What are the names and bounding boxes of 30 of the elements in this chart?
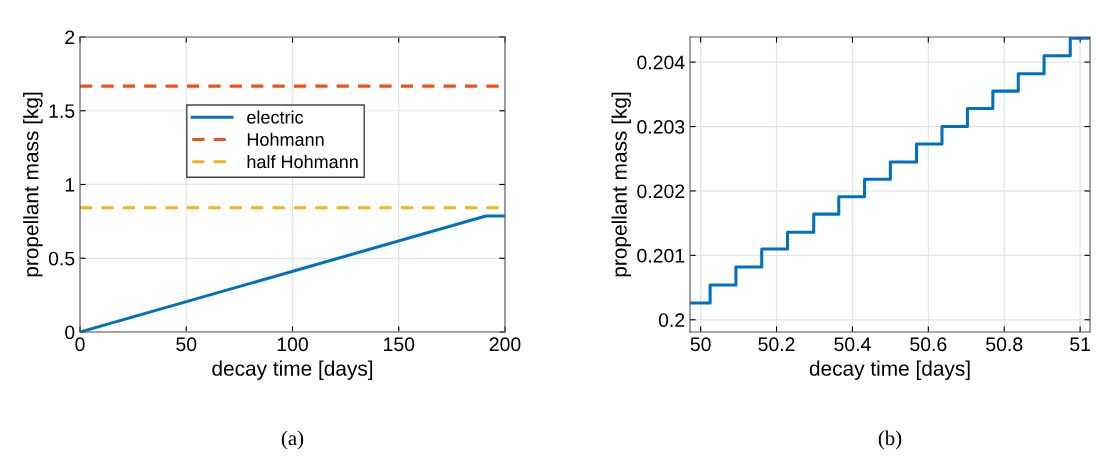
x-tick-label: 50.6 [910,337,947,352]
legend-label: Hohmann [247,132,324,146]
x-tick-label: 100 [277,337,308,352]
x-tick-label: 50.8 [986,337,1023,352]
x-tick-label: 50 [690,337,711,352]
x-tick-label: 51 [1070,337,1090,352]
text: (a) [281,430,304,450]
y-tick-label: 1.5 [49,104,75,118]
x-tick-label: 50 [176,337,197,352]
x-axis-title: decay time [days] [809,360,970,380]
y-tick-label: 0.5 [48,251,75,266]
y-tick-label: 0.201 [637,248,685,263]
y-tick-label: 0.203 [637,120,685,134]
text: (b) [878,430,902,450]
y-tick-label: 0.204 [637,55,685,70]
y-axis-title: propellant mass [kg] [23,92,43,277]
x-tick-label: 150 [384,337,415,352]
x-tick-label: 50.2 [758,337,795,352]
legend-label: half Hohmann [247,154,358,169]
y-tick-label: 1 [65,178,75,192]
y-tick-label: 0 [65,325,75,340]
x-tick-label: 0 [75,337,85,352]
x-tick-label: 200 [489,337,521,352]
y-axis-title: propellant mass [kg] [611,92,631,277]
x-axis-title: decay time [days] [212,360,373,380]
y-tick-label: 2 [65,30,75,45]
legend-label: electric [247,110,304,124]
y-tick-label: 0.2 [658,313,685,327]
x-tick-label: 50.4 [834,337,871,352]
y-tick-label: 0.202 [637,184,685,199]
